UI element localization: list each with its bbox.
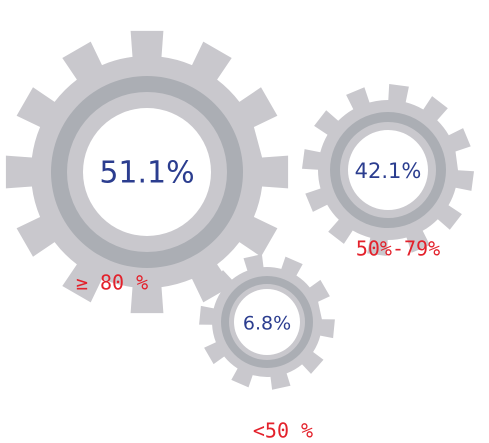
gear-value: 51.1% bbox=[99, 156, 194, 191]
gear-label: 50%-79% bbox=[356, 237, 440, 261]
gear-hole bbox=[348, 130, 428, 210]
gear-label: ≥ 80 % bbox=[76, 271, 148, 295]
gear-hole bbox=[83, 108, 211, 236]
gear-value: 6.8% bbox=[243, 313, 291, 335]
gear bbox=[199, 254, 335, 390]
gear bbox=[302, 84, 474, 256]
gear-hole bbox=[234, 289, 300, 355]
gear-label: <50 % bbox=[253, 419, 313, 443]
gear bbox=[5, 30, 289, 314]
gear-value: 42.1% bbox=[355, 159, 422, 183]
